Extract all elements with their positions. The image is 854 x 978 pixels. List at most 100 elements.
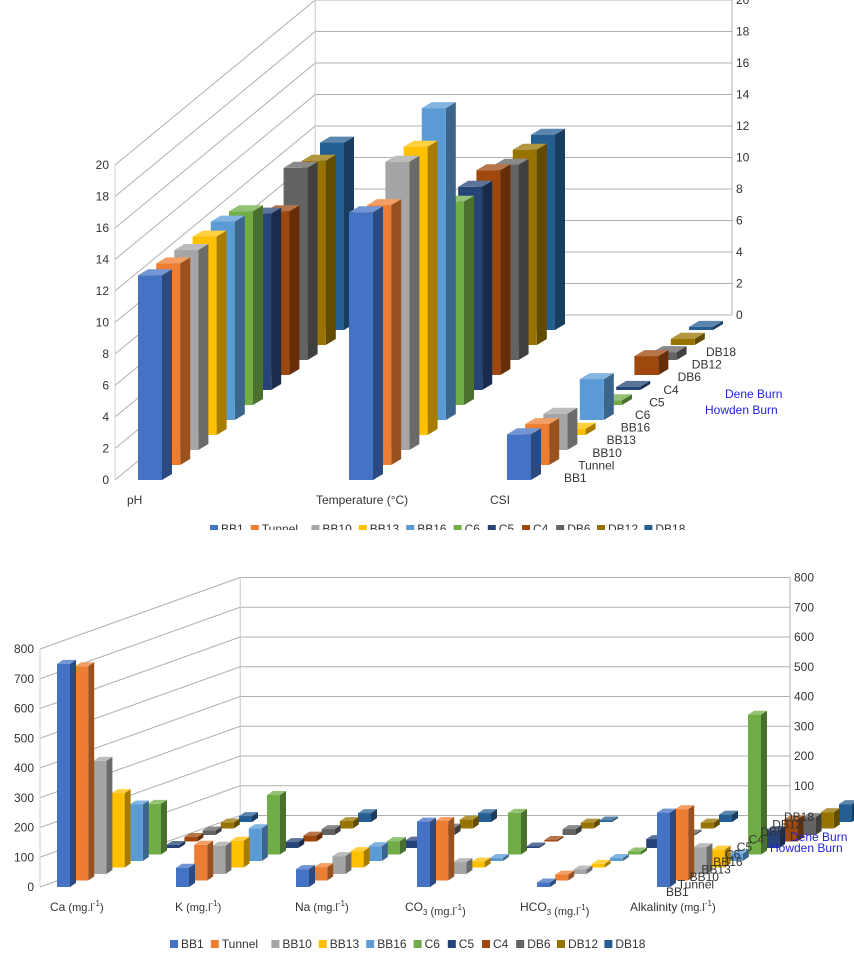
bar-front	[267, 795, 280, 855]
legend-label: BB16	[377, 937, 407, 951]
bar-side	[585, 422, 596, 435]
category-unit: (mg.l	[551, 906, 579, 918]
bar-front	[184, 837, 198, 842]
bar-bb1-0	[57, 659, 76, 887]
bar-front	[248, 828, 262, 861]
legend-label: BB13	[330, 937, 360, 951]
bar-side	[491, 809, 497, 822]
bar-front	[129, 804, 143, 861]
bar-side	[531, 428, 541, 480]
bar-front	[93, 760, 107, 874]
bar-side	[106, 756, 113, 874]
bar-side	[466, 858, 473, 874]
depth-label: C5	[737, 840, 753, 854]
bar-front	[657, 812, 670, 887]
bar-front	[555, 874, 569, 881]
bar-top	[729, 849, 749, 854]
bar-front	[239, 816, 252, 822]
bar-top	[579, 373, 614, 380]
bar-top	[820, 808, 840, 813]
bar-side	[815, 813, 822, 835]
bar-top	[453, 858, 473, 863]
legend-label: C4	[533, 522, 549, 530]
bar-front	[148, 803, 161, 855]
bar-front	[544, 840, 558, 842]
bar-side	[197, 833, 204, 842]
bar-top	[332, 852, 352, 857]
bar-db18-1	[358, 809, 377, 822]
category-label: pH	[127, 493, 142, 507]
bar-side	[298, 838, 305, 848]
bar-c4-0	[184, 833, 204, 842]
bars	[57, 659, 854, 887]
y-tick-label: 700	[14, 672, 34, 686]
bar-bb10-4	[573, 865, 593, 874]
bar-front	[57, 663, 70, 887]
category-end: )	[218, 902, 222, 914]
bar-side	[472, 815, 479, 829]
depth-label: Tunnel	[578, 458, 614, 472]
bar-front	[693, 847, 707, 874]
bar-side	[640, 380, 651, 390]
category-main: HCO	[520, 900, 547, 914]
bar-side	[252, 812, 258, 822]
bar-side	[445, 102, 456, 420]
y-tick-label: 6	[102, 379, 109, 393]
bar-bb1-2	[296, 865, 315, 887]
bar-front	[303, 835, 317, 842]
legend-label: DB18	[655, 522, 685, 530]
depth-label: BB16	[621, 421, 651, 435]
legend-swatch	[170, 940, 178, 948]
bar-c5-3	[526, 842, 546, 848]
bar-top	[358, 809, 377, 814]
bar-c5-1	[285, 838, 305, 848]
legend-label: Tunnel	[262, 522, 298, 530]
legend-swatch	[413, 940, 422, 948]
legend: BB1 Tunnel BB10 BB13 BB16 C6 C5 C4 DB6 DB12 DB18	[170, 937, 646, 951]
bar-db12-5	[820, 808, 840, 829]
bar-front	[296, 869, 309, 887]
y-tick-label: 14	[96, 253, 110, 267]
category-sup: -1	[705, 899, 713, 908]
category-label: Ca (mg.l-1)	[50, 899, 104, 914]
bar-side	[518, 158, 529, 360]
legend-swatch	[210, 525, 218, 530]
bar-top	[57, 659, 76, 664]
bar-side	[549, 418, 560, 465]
bar-top	[599, 816, 618, 821]
bar-c4-1	[303, 831, 323, 842]
bar-db12-2	[670, 332, 705, 345]
bar-side	[622, 854, 629, 861]
bar-top	[314, 863, 334, 868]
bar-db6-5	[802, 813, 822, 835]
category-end: )	[712, 902, 716, 914]
bar-tunnel-3	[435, 817, 455, 881]
bar-bb16-5	[729, 849, 749, 861]
bar-top	[301, 154, 336, 161]
legend-swatch	[358, 525, 367, 530]
bar-bb16-2	[579, 373, 614, 420]
category-end: )	[586, 906, 590, 918]
bar-front	[111, 793, 125, 868]
bar-side	[316, 831, 323, 842]
bar-front	[417, 821, 430, 887]
bar-top	[544, 836, 564, 840]
y-tick-label: 400	[14, 761, 34, 775]
y-tick-label: 0	[27, 880, 34, 894]
bar-side	[694, 332, 705, 345]
bar-front	[700, 822, 714, 829]
bar-top	[229, 205, 263, 212]
bar-c4-2	[634, 350, 669, 375]
bar-c4-3	[544, 836, 564, 842]
bar-side	[670, 808, 676, 887]
gridline-side	[114, 125, 316, 292]
depth-label: DB12	[772, 818, 802, 832]
bar-tunnel-5	[675, 805, 695, 881]
bar-top	[417, 817, 436, 822]
bar-top	[628, 847, 647, 852]
depth-label: C6	[635, 408, 651, 422]
bar-front	[711, 849, 725, 868]
bar-front	[580, 822, 594, 829]
bar-top	[184, 833, 204, 837]
bar-front	[802, 817, 816, 835]
